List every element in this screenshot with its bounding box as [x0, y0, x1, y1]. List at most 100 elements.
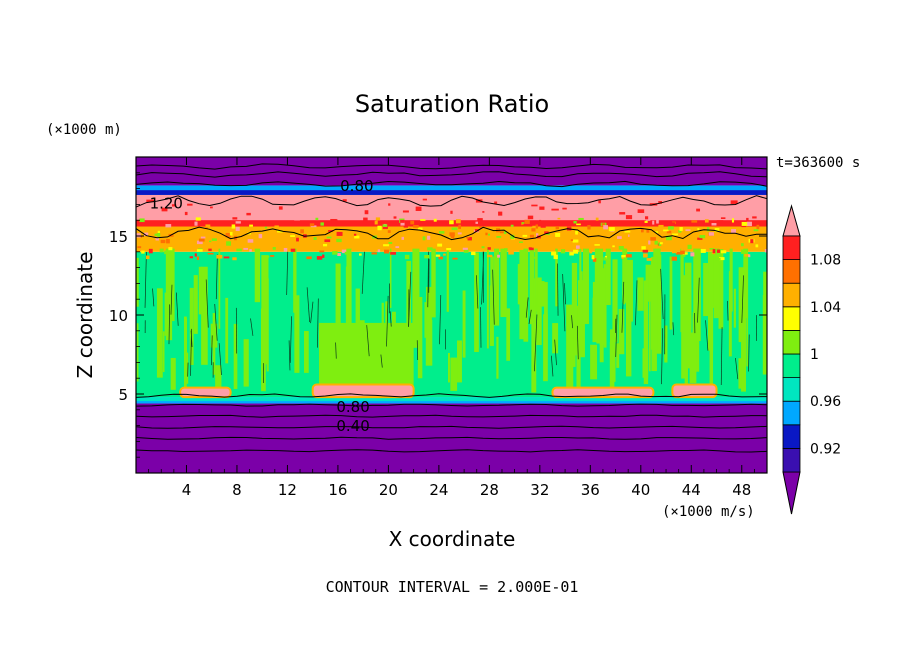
speckle — [744, 253, 750, 257]
streak — [266, 278, 269, 372]
speckle — [748, 254, 751, 258]
speckle — [533, 256, 538, 259]
streak — [711, 251, 715, 308]
speckle — [655, 231, 659, 234]
speckle — [678, 223, 683, 226]
speckle — [510, 224, 514, 227]
speckle — [750, 239, 754, 244]
speckle — [226, 241, 231, 246]
streak — [622, 248, 628, 303]
streak — [590, 344, 598, 380]
speckle — [382, 224, 388, 227]
speckle — [621, 255, 626, 258]
speckle — [646, 258, 652, 261]
streak — [417, 296, 423, 379]
red-patch — [527, 215, 534, 220]
streak-contour — [635, 280, 638, 326]
streak-contour — [288, 340, 291, 371]
colorbar-box-9 — [782, 235, 801, 261]
streak — [555, 248, 558, 307]
speckle — [560, 249, 566, 254]
streak-contour — [571, 315, 573, 329]
speckle — [404, 254, 410, 260]
colorbar-box-6 — [782, 306, 801, 331]
speckle — [315, 217, 319, 221]
green-region — [318, 322, 414, 391]
streak — [263, 285, 268, 331]
speckle — [463, 249, 469, 253]
colorbar-extend-high — [782, 204, 801, 237]
speckle — [603, 225, 609, 230]
streak-contour — [306, 287, 310, 323]
colorbar-box-3 — [782, 377, 801, 402]
speckle — [452, 257, 458, 260]
x-axis-label: X coordinate — [389, 527, 516, 551]
contour-low-3 — [136, 414, 767, 418]
red-patch — [539, 206, 545, 210]
streak — [693, 248, 701, 313]
speckle — [731, 229, 737, 234]
colorbar-box-7 — [782, 282, 801, 308]
streak — [293, 248, 297, 313]
speckle — [383, 244, 390, 247]
speckle — [709, 248, 714, 250]
red-patch — [716, 220, 724, 225]
speckle — [641, 246, 646, 250]
speckle — [382, 225, 388, 230]
streak-contour — [250, 318, 254, 336]
speckle — [496, 236, 502, 238]
contour-label-2: 0.80 — [336, 398, 369, 416]
streak — [304, 331, 309, 373]
red-patch — [415, 206, 422, 211]
speckle — [572, 239, 579, 243]
streak — [156, 288, 163, 378]
colorbar-extend-low — [782, 471, 801, 515]
streak — [609, 329, 616, 382]
streak-contour — [564, 283, 566, 305]
colorbar-label-0: 0.92 — [810, 441, 841, 457]
streak-contour — [748, 334, 750, 372]
streak — [603, 264, 607, 348]
speckle — [497, 254, 500, 258]
x-tick-label-36: 36 — [581, 481, 600, 499]
speckle — [612, 245, 615, 248]
speckle — [427, 247, 433, 251]
contour-high-1 — [136, 171, 767, 178]
streak — [625, 282, 632, 377]
speckle — [475, 221, 478, 224]
speckle — [265, 255, 270, 258]
speckle — [741, 221, 748, 226]
speckle — [458, 224, 461, 229]
speckle — [621, 256, 624, 259]
speckle — [377, 249, 381, 253]
speckle — [746, 221, 752, 227]
speckle — [663, 229, 669, 232]
streak-contour — [554, 339, 557, 366]
streak — [523, 248, 529, 342]
speckle — [573, 249, 579, 254]
streak — [531, 298, 537, 393]
streak — [490, 256, 494, 346]
x-tick-label-48: 48 — [732, 481, 751, 499]
speckle — [375, 217, 381, 221]
speckle — [341, 249, 347, 254]
streak — [193, 275, 198, 334]
speckle — [446, 247, 452, 251]
speckle — [644, 220, 648, 223]
streak-contour — [317, 298, 319, 348]
speckle — [618, 246, 624, 250]
speckle — [306, 256, 312, 260]
speckle — [740, 243, 744, 247]
speckle — [196, 256, 200, 261]
speckle — [235, 221, 241, 224]
streak — [729, 248, 733, 312]
contour-high-2 — [136, 163, 767, 170]
speckle — [712, 249, 716, 254]
streak — [680, 248, 684, 333]
speckle — [479, 226, 482, 229]
streak — [462, 290, 466, 358]
speckle — [671, 249, 677, 254]
speckle — [485, 232, 488, 236]
speckle — [211, 238, 217, 241]
